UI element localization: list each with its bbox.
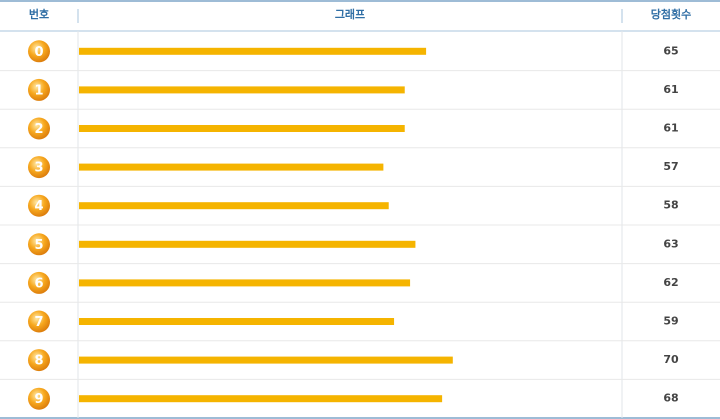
ball-number: 1 (34, 83, 43, 98)
ball (28, 78, 50, 101)
count-label: 61 (663, 122, 678, 135)
count-label: 62 (663, 276, 678, 289)
bar (79, 395, 443, 403)
ball-number: 2 (34, 122, 43, 137)
count-label: 70 (663, 353, 679, 366)
ball (28, 349, 50, 372)
ball (28, 271, 50, 294)
ball (28, 156, 50, 179)
ball (28, 310, 50, 333)
count-label: 65 (663, 44, 678, 57)
ball-number: 3 (34, 161, 43, 176)
ball-number: 4 (34, 199, 43, 214)
count-label: 61 (663, 83, 678, 96)
header-number: 번호 (29, 7, 49, 21)
ball-number: 6 (34, 276, 43, 291)
ball (28, 40, 50, 63)
bar (79, 125, 405, 132)
ball-number: 7 (34, 315, 43, 330)
bar (79, 202, 389, 210)
ball (28, 117, 50, 140)
bar (79, 279, 411, 287)
ball-number: 9 (34, 392, 43, 407)
ball (28, 387, 50, 410)
count-label: 58 (663, 199, 678, 212)
bar (79, 86, 405, 94)
bar (79, 356, 453, 364)
ball-number: 8 (34, 354, 43, 369)
bar (79, 318, 395, 325)
ball (28, 233, 50, 256)
count-label: 59 (663, 315, 678, 328)
bar (79, 240, 416, 248)
count-label: 63 (663, 237, 678, 250)
count-label: 57 (663, 160, 678, 173)
bar (79, 47, 427, 55)
header-graph: 그래프 (335, 7, 365, 21)
ball (28, 194, 50, 217)
ball-number: 5 (34, 238, 43, 253)
header-count: 당첨횟수 (651, 7, 691, 21)
count-label: 68 (663, 392, 678, 405)
ball-number: 0 (34, 45, 43, 60)
bar (79, 163, 384, 171)
